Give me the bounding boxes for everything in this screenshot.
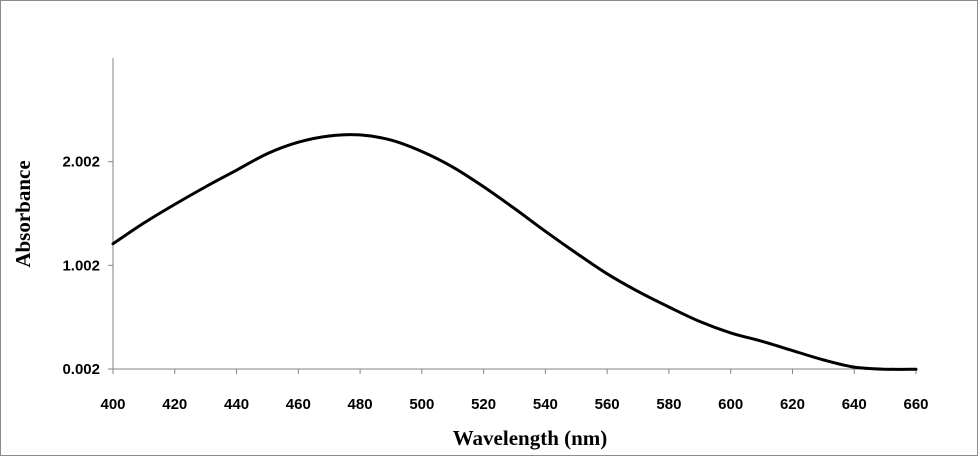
chart-axes xyxy=(112,58,916,370)
x-axis-title: Wavelength (nm) xyxy=(453,426,608,450)
x-tick-label: 560 xyxy=(595,396,620,413)
absorbance-series-line xyxy=(111,133,918,371)
y-tick-label: 0.002 xyxy=(62,361,100,378)
chart-series xyxy=(111,133,918,371)
x-tick-label: 440 xyxy=(224,396,249,413)
x-tick-label: 580 xyxy=(656,396,681,413)
x-tick-label: 460 xyxy=(286,396,311,413)
x-tick-label: 620 xyxy=(780,396,805,413)
x-tick-label: 400 xyxy=(100,396,125,413)
chart-ticks: 400 420 440 460 480 500 520 540 560 580 600 620 640 6… xyxy=(62,154,928,413)
y-tick-label: 2.002 xyxy=(62,154,100,171)
x-tick-label: 640 xyxy=(842,396,867,413)
x-tick-label: 540 xyxy=(533,396,558,413)
x-tick-label: 480 xyxy=(348,396,373,413)
x-tick-label: 500 xyxy=(409,396,434,413)
y-axis-title: Absorbance xyxy=(11,160,35,267)
y-tick-label: 1.002 xyxy=(62,257,100,274)
x-tick-label: 660 xyxy=(903,396,928,413)
x-tick-label: 520 xyxy=(471,396,496,413)
x-tick-label: 420 xyxy=(162,396,187,413)
x-tick-label: 600 xyxy=(718,396,743,413)
